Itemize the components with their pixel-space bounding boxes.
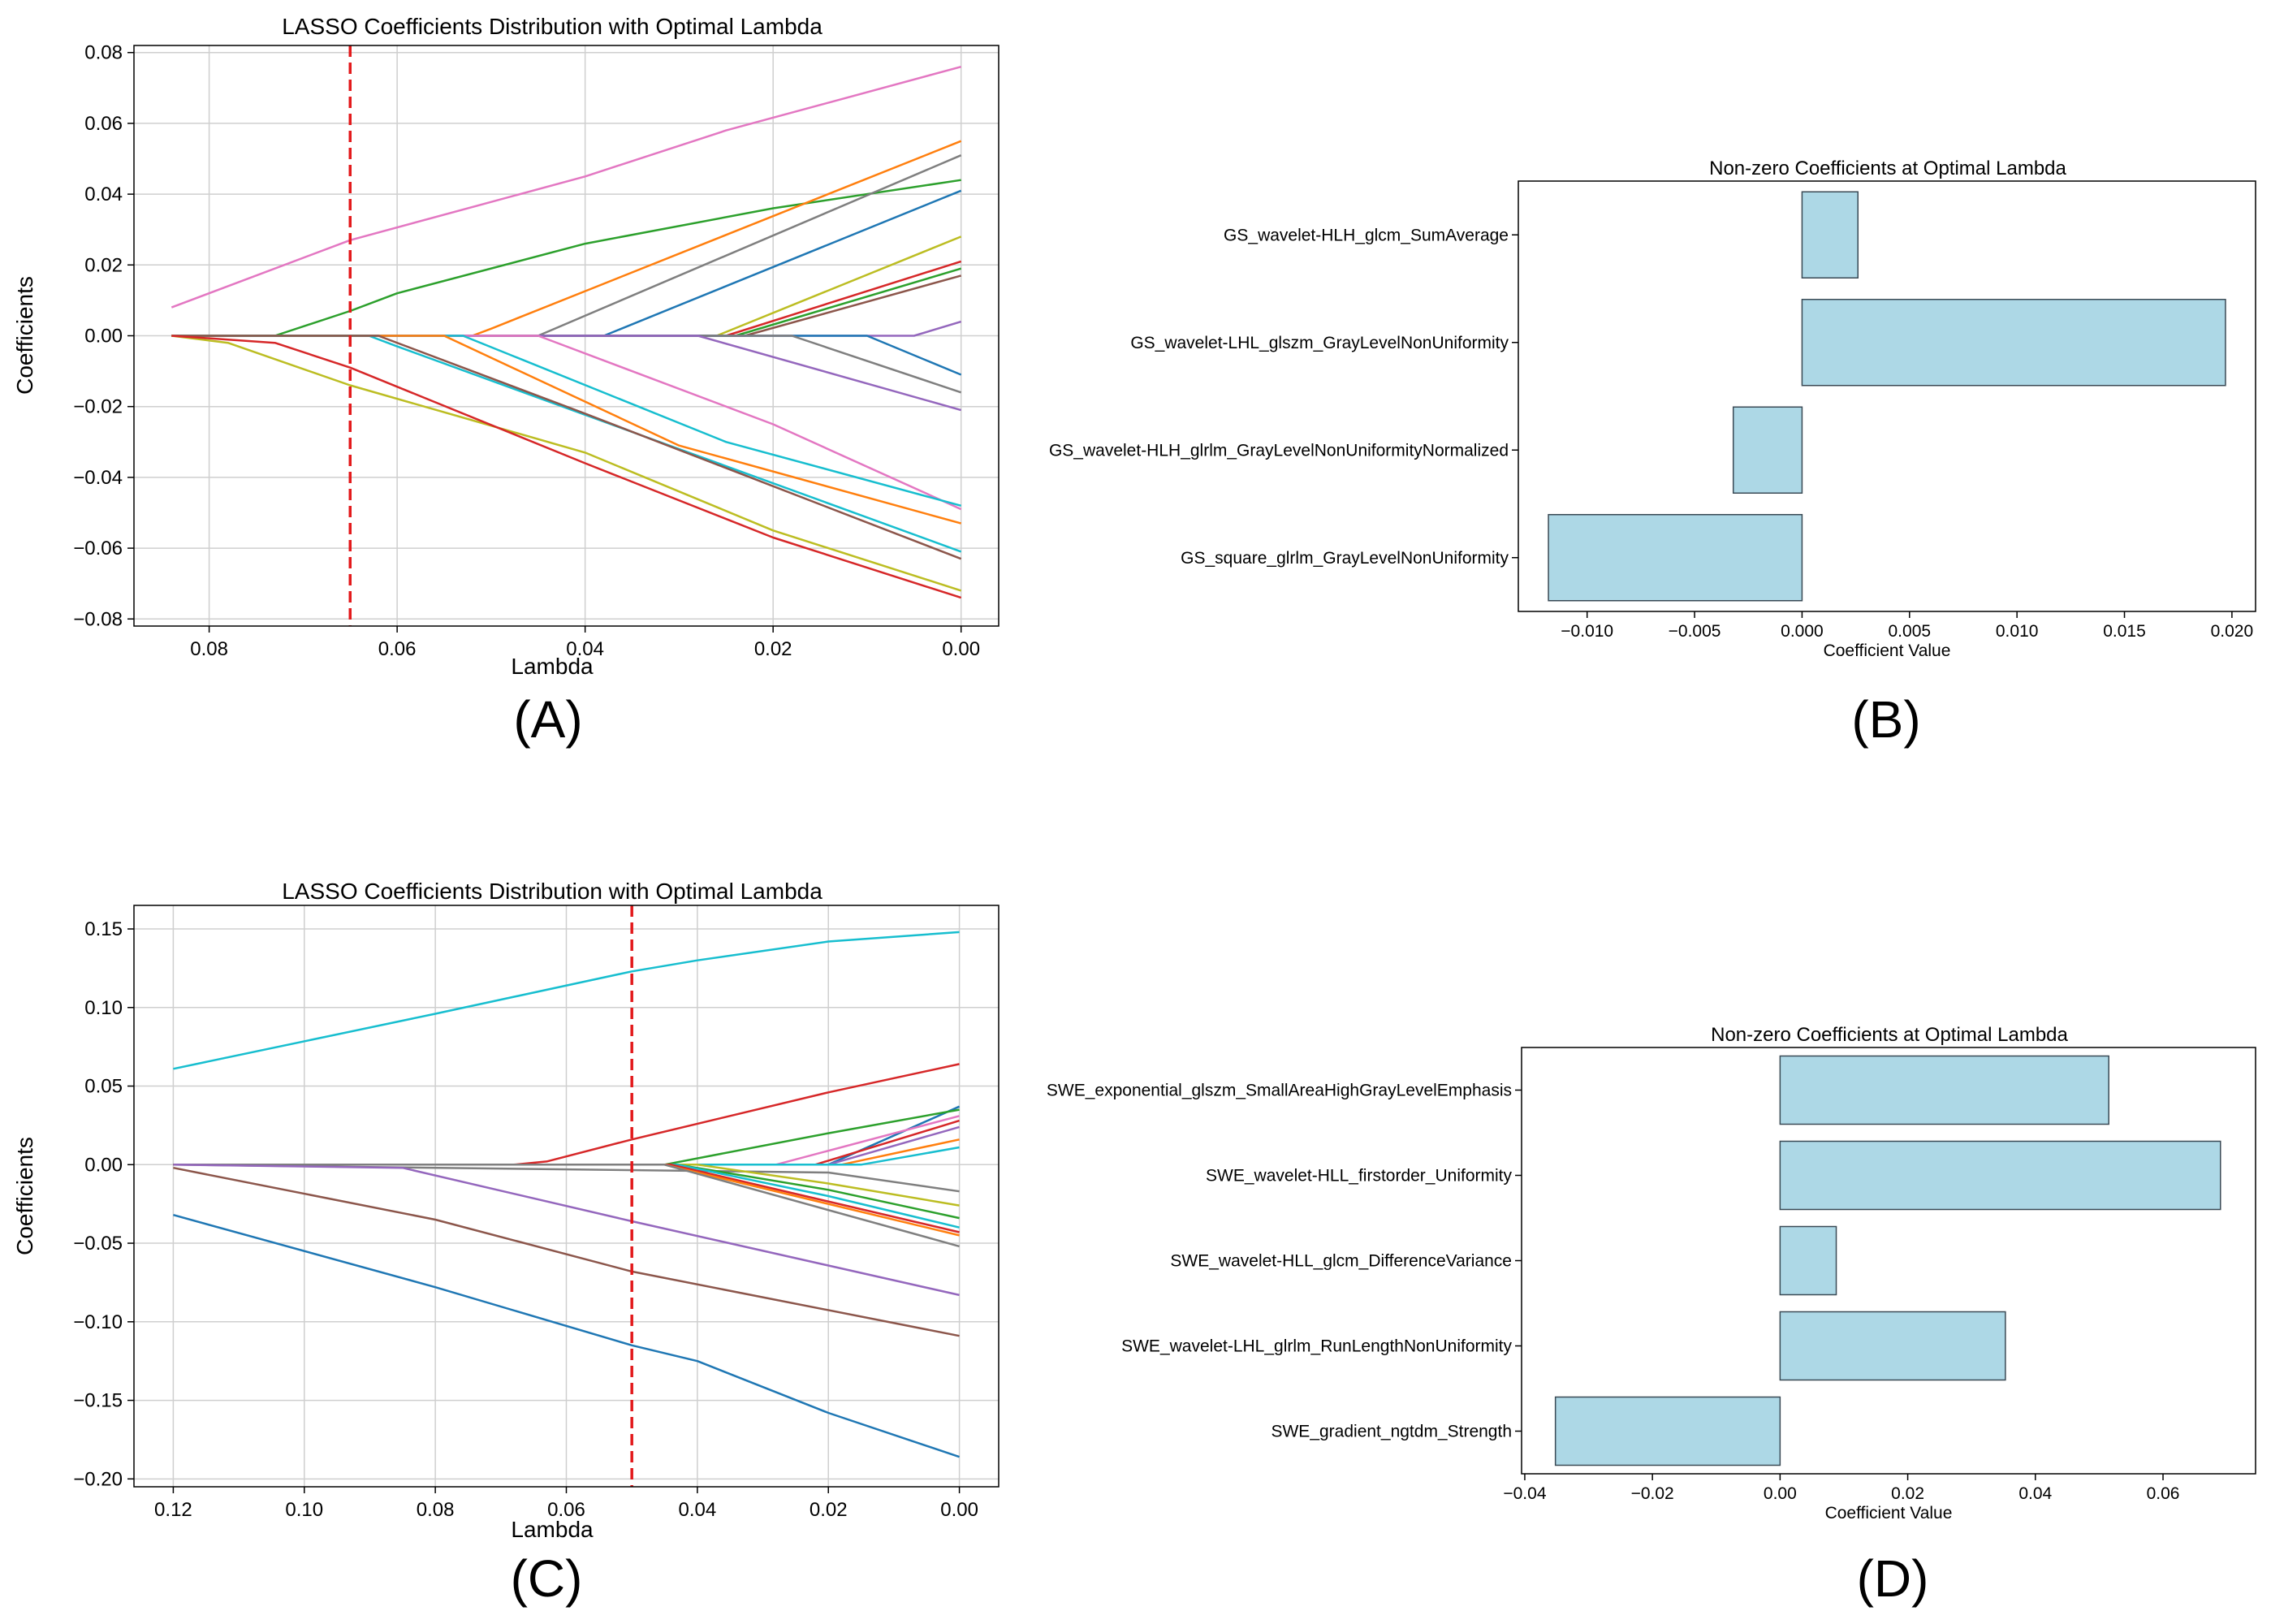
bar xyxy=(1801,299,2226,387)
category-label: GS_square_glrlm_GrayLevelNonUniformity xyxy=(1181,549,1509,568)
category-label: SWE_wavelet-HLL_glcm_DifferenceVariance xyxy=(1170,1252,1512,1271)
bar xyxy=(1732,406,1803,494)
x-tick-label: 0.12 xyxy=(154,1499,192,1521)
x-tick-label: 0.06 xyxy=(2147,1484,2180,1503)
bar xyxy=(1801,191,1859,279)
y-tick-label: −0.08 xyxy=(73,608,123,630)
chart-title: Non-zero Coefficients at Optimal Lambda xyxy=(1711,1024,2068,1046)
bar xyxy=(1548,514,1803,602)
x-tick-label: 0.10 xyxy=(285,1499,323,1521)
category-label: SWE_wavelet-LHL_glrlm_RunLengthNonUnifor… xyxy=(1121,1337,1512,1356)
y-tick-label: 0.00 xyxy=(84,326,123,348)
chart-panel-a: LASSO Coefficients Distribution with Opt… xyxy=(12,14,999,749)
x-axis-label: Coefficient Value xyxy=(1825,1504,1953,1522)
x-tick-label: 0.00 xyxy=(940,1499,978,1521)
y-tick-label: −0.05 xyxy=(73,1233,123,1255)
y-tick-label: 0.00 xyxy=(84,1154,123,1176)
y-tick-label: −0.20 xyxy=(73,1468,123,1490)
category-label: GS_wavelet-LHL_glszm_GrayLevelNonUniform… xyxy=(1130,334,1509,352)
panel-label: (A) xyxy=(513,690,582,749)
chart-title: Non-zero Coefficients at Optimal Lambda xyxy=(1709,158,2066,179)
category-label: GS_wavelet-HLH_glrlm_GrayLevelNonUniform… xyxy=(1049,441,1509,460)
x-tick-label: 0.08 xyxy=(417,1499,455,1521)
x-axis-label: Lambda xyxy=(511,654,594,679)
y-tick-label: −0.02 xyxy=(73,396,123,418)
x-tick-label: 0.04 xyxy=(566,638,604,660)
chart-panel-c: LASSO Coefficients Distribution with Opt… xyxy=(12,879,999,1608)
x-tick-label: 0.08 xyxy=(190,638,228,660)
x-tick-label: 0.010 xyxy=(1996,622,2039,641)
y-tick-label: 0.08 xyxy=(84,42,123,64)
series-line-g17 xyxy=(173,1164,960,1297)
y-tick-label: 0.05 xyxy=(84,1076,123,1098)
category-label: GS_wavelet-HLH_glcm_SumAverage xyxy=(1224,226,1509,244)
bar xyxy=(1779,1225,1837,1296)
x-tick-label: −0.010 xyxy=(1561,622,1613,641)
bar xyxy=(1554,1396,1781,1466)
x-axis-label: Coefficient Value xyxy=(1824,641,1951,660)
y-axis-label: Coefficients xyxy=(12,276,37,395)
y-tick-label: −0.15 xyxy=(73,1390,123,1412)
x-tick-label: 0.02 xyxy=(754,638,792,660)
y-tick-label: −0.04 xyxy=(73,467,123,489)
x-tick-label: 0.000 xyxy=(1781,622,1824,641)
x-tick-label: −0.005 xyxy=(1669,622,1721,641)
category-label: SWE_gradient_ngtdm_Strength xyxy=(1271,1423,1512,1441)
category-label: SWE_exponential_glszm_SmallAreaHighGrayL… xyxy=(1047,1082,1512,1100)
y-tick-label: 0.10 xyxy=(84,997,123,1019)
series-line-g19 xyxy=(173,1213,960,1458)
x-tick-label: 0.02 xyxy=(810,1499,848,1521)
y-tick-label: −0.10 xyxy=(73,1311,123,1333)
chart-panel-b: Non-zero Coefficients at Optimal Lambda … xyxy=(1049,158,2256,749)
x-tick-label: 0.04 xyxy=(679,1499,717,1521)
series-line-f20 xyxy=(171,335,962,599)
y-tick-label: 0.06 xyxy=(84,113,123,135)
x-tick-label: −0.02 xyxy=(1631,1484,1674,1503)
y-tick-label: 0.02 xyxy=(84,254,123,276)
chart-title: LASSO Coefficients Distribution with Opt… xyxy=(282,879,822,904)
chart-panel-d: Non-zero Coefficients at Optimal Lambda … xyxy=(1047,1024,2256,1608)
bar xyxy=(1779,1311,2006,1381)
y-tick-label: 0.04 xyxy=(84,184,123,205)
x-tick-label: 0.005 xyxy=(1889,622,1932,641)
bar xyxy=(1779,1140,2221,1211)
bar xyxy=(1779,1055,2109,1125)
series-line-f19 xyxy=(171,335,962,592)
series-line-g1 xyxy=(173,931,960,1070)
series-line-f1 xyxy=(171,65,962,309)
x-tick-label: 0.06 xyxy=(547,1499,585,1521)
category-label: SWE_wavelet-HLL_firstorder_Uniformity xyxy=(1206,1167,1512,1186)
x-tick-label: 0.02 xyxy=(1891,1484,1924,1503)
plot-frame xyxy=(1518,180,2256,612)
panel-label: (C) xyxy=(511,1549,583,1608)
y-tick-label: 0.15 xyxy=(84,918,123,940)
x-tick-label: 0.04 xyxy=(2018,1484,2052,1503)
chart-title: LASSO Coefficients Distribution with Opt… xyxy=(282,14,822,39)
series-line-g18 xyxy=(173,1166,960,1337)
x-tick-label: 0.015 xyxy=(2103,622,2146,641)
x-tick-label: 0.06 xyxy=(378,638,417,660)
y-axis-label: Coefficients xyxy=(12,1137,37,1255)
panel-label: (D) xyxy=(1857,1549,1929,1608)
x-tick-label: −0.04 xyxy=(1503,1484,1546,1503)
x-tick-label: 0.00 xyxy=(1764,1484,1797,1503)
x-tick-label: 0.00 xyxy=(942,638,980,660)
panel-label: (B) xyxy=(1851,690,1920,749)
y-tick-label: −0.06 xyxy=(73,538,123,559)
series-line-g16 xyxy=(173,1164,960,1248)
series-line-f18 xyxy=(171,335,962,560)
x-axis-label: Lambda xyxy=(511,1517,594,1542)
x-tick-label: 0.020 xyxy=(2211,622,2254,641)
